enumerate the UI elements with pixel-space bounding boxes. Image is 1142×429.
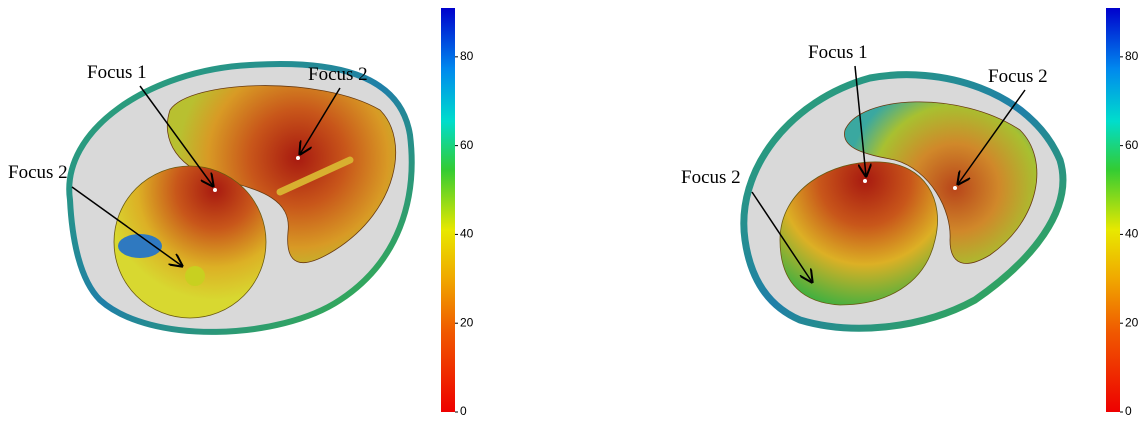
colorbar-tick-label: 20 xyxy=(460,315,474,329)
annotation: Focus 2 xyxy=(988,66,1048,87)
colorbar-tick-label: 40 xyxy=(460,227,474,241)
heart-render-right xyxy=(744,75,1063,328)
colorbar-tick-label: 60 xyxy=(460,138,474,152)
annotation: Focus 1 xyxy=(808,42,868,63)
colorbar-tick-label: 60 xyxy=(1125,138,1139,152)
heart-render-left xyxy=(69,64,411,332)
annotation: Focus 2 xyxy=(8,162,68,183)
colorbar-tick-label: 40 xyxy=(1125,227,1139,241)
figure: Focus 1 Focus 2 Focus 2 Focus 1 Focus 2 … xyxy=(0,0,1142,429)
colorbar-tick-label: 20 xyxy=(1125,315,1139,329)
colorbar-tick-label: 0 xyxy=(1125,404,1132,418)
annotation: Focus 2 xyxy=(308,64,368,85)
colorbar xyxy=(1106,8,1120,412)
colorbar-tick-label: 0 xyxy=(460,404,467,418)
annotation: Focus 2 xyxy=(681,167,741,188)
annotation: Focus 1 xyxy=(87,62,147,83)
colorbar-tick-label: 80 xyxy=(1125,49,1139,63)
colorbar xyxy=(441,8,455,412)
colorbar-tick-label: 80 xyxy=(460,49,474,63)
